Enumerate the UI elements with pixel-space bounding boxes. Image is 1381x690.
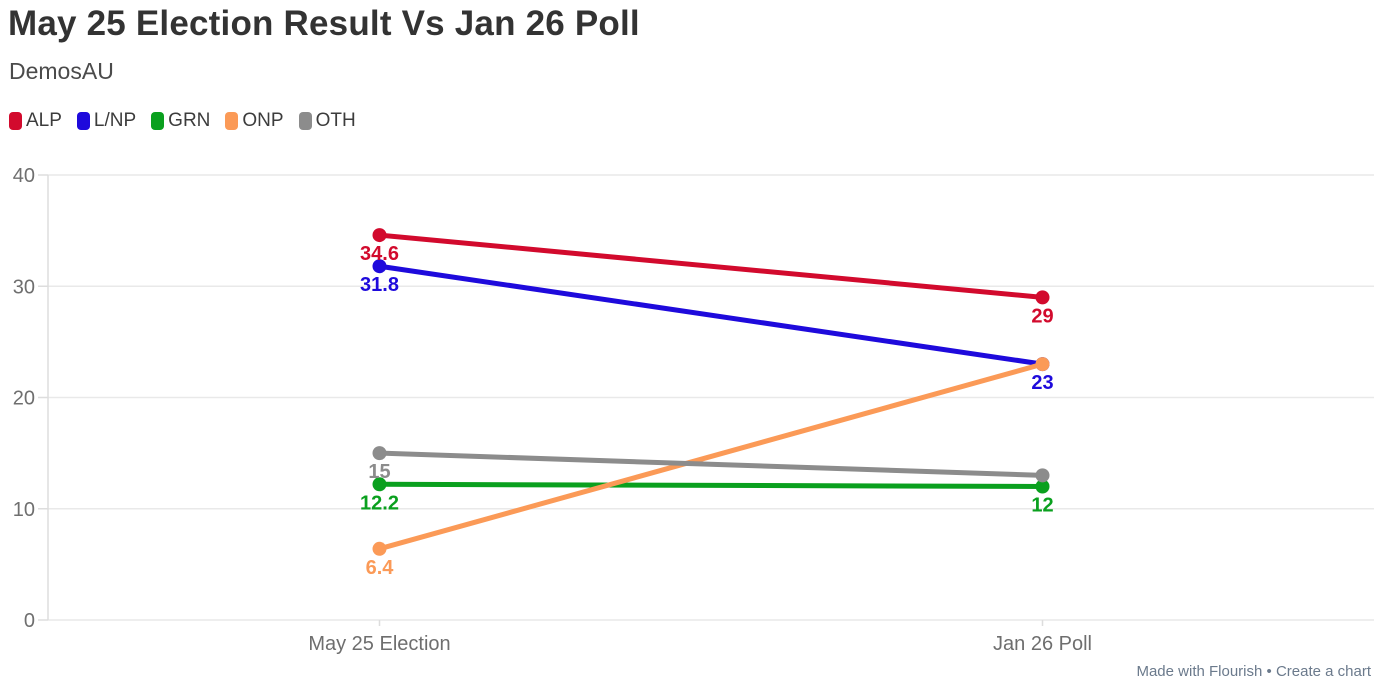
legend-label: ONP — [242, 110, 284, 131]
legend-item-alp: ALP — [9, 110, 62, 132]
legend-swatch-grn — [151, 112, 165, 130]
legend-item-oth: OTH — [298, 110, 356, 132]
create-a-chart-link[interactable]: Create a chart — [1275, 663, 1371, 680]
value-label-onp-0: 6.4 — [366, 557, 395, 579]
x-axis-label-jan-26-poll: Jan 26 Poll — [993, 633, 1092, 655]
credit-separator: • — [1266, 663, 1276, 680]
legend-item-onp: ONP — [225, 110, 284, 132]
chart-subtitle: DemosAU — [9, 58, 114, 84]
legend: ALP L/NP GRN ONP OTH — [9, 110, 356, 132]
value-label-grn-1: 12 — [1031, 495, 1053, 517]
value-label-grn-0: 12.2 — [360, 492, 399, 514]
x-axis-label-may-25-election: May 25 Election — [308, 633, 450, 655]
legend-swatch-onp — [225, 112, 239, 130]
legend-label: L/NP — [93, 110, 137, 131]
value-label-alp-1: 29 — [1031, 305, 1053, 327]
value-label-l-np-1: 23 — [1031, 372, 1053, 394]
credit-bar: Made with Flourish • Create a chart — [1136, 663, 1371, 680]
made-with-flourish-link[interactable]: Made with Flourish — [1136, 663, 1263, 680]
series-line-grn — [377, 481, 1045, 489]
series-point-l-np-0 — [372, 259, 387, 274]
legend-swatch-alp — [9, 112, 22, 130]
value-label-l-np-0: 31.8 — [360, 274, 399, 296]
y-tick-label-10: 10 — [13, 499, 35, 521]
series-line-alp — [377, 232, 1045, 300]
series-point-alp-1 — [1035, 290, 1050, 305]
series-point-oth-1 — [1035, 468, 1050, 483]
page-title: May 25 Election Result Vs Jan 26 Poll — [8, 4, 640, 43]
legend-item-l-np: L/NP — [76, 110, 137, 132]
legend-swatch-l-np — [76, 112, 90, 130]
series-point-alp-0 — [372, 228, 387, 243]
legend-item-grn: GRN — [151, 110, 210, 132]
series-point-onp-1 — [1035, 357, 1050, 372]
legend-label: OTH — [315, 110, 356, 131]
series-point-grn-0 — [372, 477, 387, 492]
legend-label: GRN — [168, 110, 211, 131]
legend-swatch-oth — [298, 112, 312, 130]
y-tick-label-0: 0 — [24, 610, 35, 632]
y-tick-label-30: 30 — [13, 276, 35, 298]
value-label-oth-0: 15 — [368, 461, 390, 483]
series-point-grn-1 — [1035, 479, 1050, 494]
y-tick-label-40: 40 — [13, 165, 35, 187]
series-line-onp — [377, 361, 1045, 552]
value-label-alp-0: 34.6 — [360, 243, 399, 265]
series-line-l-np — [377, 263, 1045, 367]
series-point-onp-0 — [372, 541, 387, 556]
legend-label: ALP — [26, 110, 62, 131]
series-line-oth — [377, 450, 1045, 478]
series-point-oth-0 — [372, 446, 387, 461]
y-tick-label-20: 20 — [13, 388, 35, 410]
